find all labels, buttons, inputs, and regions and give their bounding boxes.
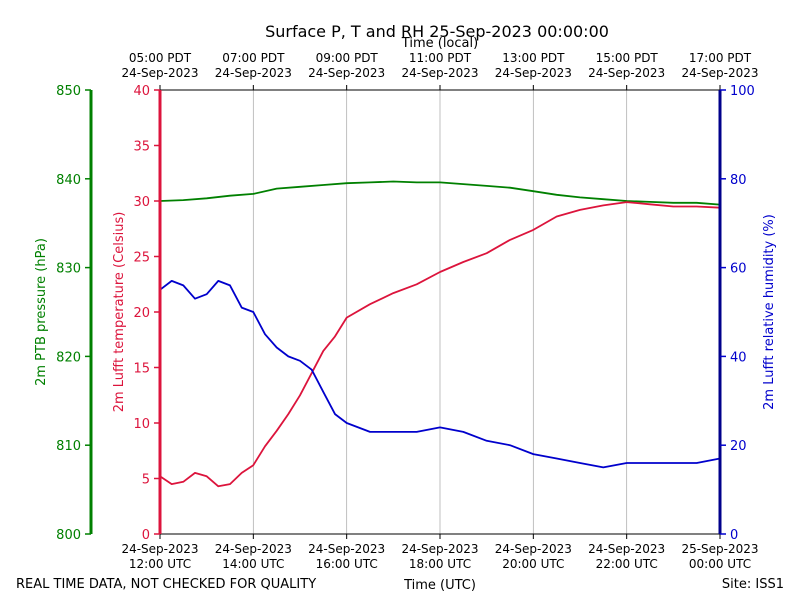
bottom-axis-label: Time (UTC)	[403, 578, 476, 593]
temperature-axis-label: 2m Lufft temperature (Celsius)	[112, 212, 127, 413]
bottom-tick-date: 24-Sep-2023	[215, 542, 292, 556]
pressure-tick-label: 810	[56, 439, 81, 454]
bottom-tick-time: 12:00 UTC	[129, 557, 191, 571]
top-axis-label: Time (local)	[401, 36, 478, 51]
humidity-tick-label: 0	[730, 528, 738, 543]
pressure-line	[159, 180, 721, 206]
top-tick-time: 09:00 PDT	[316, 51, 379, 65]
pressure-tick-label: 850	[56, 84, 81, 99]
pressure-tick-label: 820	[56, 350, 81, 365]
temperature-tick-label: 15	[133, 362, 150, 377]
top-tick-date: 24-Sep-2023	[681, 66, 758, 80]
series-layer	[159, 180, 721, 488]
humidity-tick-label: 100	[730, 84, 755, 99]
pressure-tick-label: 840	[56, 173, 81, 188]
humidity-tick-label: 60	[730, 262, 747, 277]
pressure-tick-label: 800	[56, 528, 81, 543]
pressure-axis-label: 2m PTB pressure (hPa)	[34, 238, 49, 386]
top-tick-time: 05:00 PDT	[129, 51, 192, 65]
humidity-tick-label: 80	[730, 173, 747, 188]
top-tick-date: 24-Sep-2023	[308, 66, 385, 80]
top-tick-date: 24-Sep-2023	[588, 66, 665, 80]
top-tick-date: 24-Sep-2023	[495, 66, 572, 80]
bottom-tick-date: 24-Sep-2023	[401, 542, 478, 556]
bottom-tick-date: 24-Sep-2023	[121, 542, 198, 556]
bottom-tick-time: 22:00 UTC	[596, 557, 658, 571]
humidity-tick-label: 20	[730, 439, 747, 454]
top-tick-time: 15:00 PDT	[596, 51, 659, 65]
bottom-tick-date: 24-Sep-2023	[588, 542, 665, 556]
humidity-axis-label: 2m Lufft relative humidity (%)	[762, 214, 777, 410]
chart-title: Surface P, T and RH 25-Sep-2023 00:00:00	[265, 22, 609, 41]
bottom-tick-time: 14:00 UTC	[222, 557, 284, 571]
bottom-tick-date: 24-Sep-2023	[495, 542, 572, 556]
bottom-tick-date: 24-Sep-2023	[308, 542, 385, 556]
top-tick-time: 07:00 PDT	[222, 51, 285, 65]
temperature-tick-label: 25	[133, 251, 150, 266]
temperature-line	[159, 201, 721, 488]
top-tick-date: 24-Sep-2023	[401, 66, 478, 80]
top-tick-date: 24-Sep-2023	[121, 66, 198, 80]
site-label: Site: ISS1	[722, 577, 784, 592]
top-tick-date: 24-Sep-2023	[215, 66, 292, 80]
humidity-tick-label: 40	[730, 350, 747, 365]
temperature-tick-label: 40	[133, 84, 150, 99]
bottom-tick-time: 16:00 UTC	[316, 557, 378, 571]
quality-disclaimer: REAL TIME DATA, NOT CHECKED FOR QUALITY	[16, 577, 316, 592]
bottom-tick-time: 18:00 UTC	[409, 557, 471, 571]
humidity-line	[159, 280, 721, 469]
top-tick-time: 17:00 PDT	[689, 51, 752, 65]
bottom-tick-time: 00:00 UTC	[689, 557, 751, 571]
temperature-tick-label: 10	[133, 417, 150, 432]
top-tick-time: 11:00 PDT	[409, 51, 472, 65]
bottom-tick-date: 25-Sep-2023	[681, 542, 758, 556]
temperature-tick-label: 0	[142, 528, 150, 543]
temperature-tick-label: 20	[133, 306, 150, 321]
temperature-tick-label: 35	[133, 140, 150, 155]
pressure-tick-label: 830	[56, 262, 81, 277]
bottom-tick-time: 20:00 UTC	[502, 557, 564, 571]
temperature-tick-label: 30	[133, 195, 150, 210]
top-tick-time: 13:00 PDT	[502, 51, 565, 65]
temperature-tick-label: 5	[142, 473, 150, 488]
